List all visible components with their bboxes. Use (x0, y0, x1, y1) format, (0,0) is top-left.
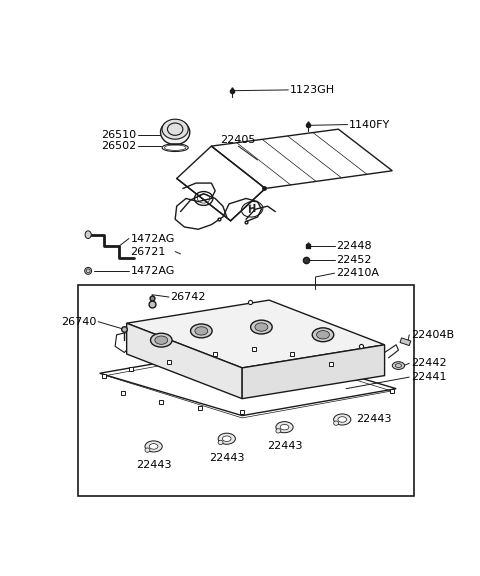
Ellipse shape (85, 231, 91, 238)
Text: 1472AG: 1472AG (131, 266, 175, 276)
Ellipse shape (162, 119, 188, 139)
Text: 26510: 26510 (102, 130, 137, 141)
Ellipse shape (312, 328, 334, 342)
Text: 1123GH: 1123GH (290, 85, 335, 95)
Ellipse shape (392, 362, 405, 369)
Text: 22448: 22448 (336, 241, 372, 251)
Ellipse shape (218, 433, 235, 444)
Text: 26740: 26740 (61, 317, 96, 327)
Polygon shape (127, 300, 384, 368)
Ellipse shape (151, 334, 172, 347)
Ellipse shape (195, 327, 208, 335)
Text: 22410A: 22410A (336, 268, 379, 278)
Polygon shape (242, 345, 384, 399)
Polygon shape (127, 323, 242, 399)
Ellipse shape (149, 444, 158, 449)
Text: 1472AG: 1472AG (131, 233, 175, 244)
Ellipse shape (222, 436, 231, 441)
Text: 22442: 22442 (411, 358, 446, 368)
Text: 22443: 22443 (136, 460, 171, 470)
Text: 22452: 22452 (336, 255, 372, 265)
Text: H: H (247, 204, 257, 215)
Text: 22405: 22405 (221, 135, 256, 145)
Ellipse shape (160, 120, 190, 145)
Ellipse shape (276, 429, 281, 433)
Ellipse shape (316, 331, 329, 339)
Text: 22441: 22441 (411, 372, 446, 382)
Ellipse shape (251, 320, 272, 334)
Text: 1140FY: 1140FY (349, 120, 390, 130)
Ellipse shape (84, 267, 92, 274)
Text: 22443: 22443 (356, 415, 392, 425)
Text: 26502: 26502 (101, 141, 137, 151)
Ellipse shape (145, 441, 162, 452)
Ellipse shape (338, 416, 347, 422)
Text: 26721: 26721 (131, 247, 166, 257)
Ellipse shape (218, 440, 223, 445)
Ellipse shape (191, 324, 212, 338)
Ellipse shape (155, 336, 168, 344)
Text: 22443: 22443 (267, 441, 302, 451)
Text: 26742: 26742 (170, 292, 206, 302)
Polygon shape (400, 338, 411, 346)
Text: 22404B: 22404B (411, 330, 454, 340)
Ellipse shape (145, 448, 150, 452)
Ellipse shape (334, 414, 351, 425)
Text: 22443: 22443 (209, 453, 244, 463)
Ellipse shape (334, 421, 338, 425)
Ellipse shape (280, 425, 289, 430)
Ellipse shape (276, 422, 293, 433)
Ellipse shape (255, 323, 268, 331)
